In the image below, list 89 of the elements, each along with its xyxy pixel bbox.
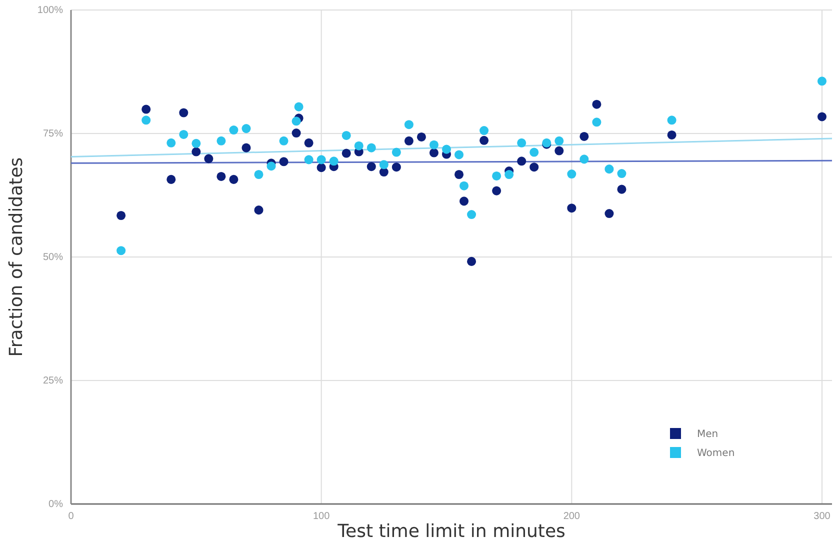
point <box>554 146 564 156</box>
point <box>242 124 251 134</box>
y-tick-label: 50% <box>42 252 64 264</box>
point <box>229 126 238 135</box>
point <box>179 108 188 118</box>
y-tick-label: 0% <box>48 499 64 510</box>
point <box>429 140 438 150</box>
point <box>292 116 301 126</box>
point <box>460 181 469 190</box>
point <box>604 209 614 218</box>
point <box>242 143 251 152</box>
point <box>460 196 469 206</box>
y-tick-label: 75% <box>42 128 64 140</box>
point <box>467 210 476 220</box>
point <box>667 130 676 140</box>
point <box>179 130 188 139</box>
point <box>467 256 476 266</box>
point <box>392 148 401 157</box>
point <box>316 155 326 164</box>
x-tick-label: 0 <box>68 511 74 522</box>
point <box>204 154 214 164</box>
x-tick-label: 100 <box>312 511 330 522</box>
point <box>316 163 326 172</box>
point <box>492 171 502 180</box>
point <box>480 126 489 136</box>
point <box>166 138 176 148</box>
point <box>667 116 676 125</box>
point <box>366 162 376 172</box>
point <box>192 147 201 156</box>
point <box>404 120 414 130</box>
point <box>404 136 414 146</box>
x-axis-title: Test time limit in minutes <box>336 521 566 541</box>
point <box>166 174 176 184</box>
point <box>254 170 264 180</box>
point <box>379 168 388 177</box>
legend-label: Men <box>697 429 718 440</box>
point <box>116 211 126 220</box>
point <box>817 76 826 86</box>
point <box>279 136 288 146</box>
point <box>142 116 151 125</box>
point <box>292 128 301 138</box>
point <box>416 132 426 142</box>
point <box>817 112 826 122</box>
point <box>379 160 388 170</box>
point <box>342 130 351 140</box>
point <box>580 132 589 141</box>
y-tick-label: 100% <box>37 5 64 16</box>
point <box>304 138 314 148</box>
point <box>329 156 338 166</box>
y-axis-title: Fraction of candidates <box>6 157 27 357</box>
legend-label: Women <box>697 448 735 459</box>
point <box>530 162 539 172</box>
point <box>567 170 576 179</box>
point <box>454 150 464 160</box>
point <box>554 136 564 146</box>
point <box>517 156 526 166</box>
point <box>294 102 304 112</box>
point <box>517 138 526 148</box>
point <box>454 170 464 180</box>
point <box>480 136 489 145</box>
point <box>366 143 376 152</box>
point <box>279 157 288 166</box>
point <box>354 141 364 150</box>
point <box>492 186 502 196</box>
point <box>580 154 589 164</box>
point <box>216 172 226 181</box>
point <box>429 148 438 158</box>
point <box>530 148 539 157</box>
point <box>266 162 276 171</box>
x-tick-label: 200 <box>563 511 580 522</box>
point <box>392 162 401 172</box>
point <box>116 246 126 256</box>
point <box>229 174 238 184</box>
point <box>617 184 626 194</box>
point <box>567 204 576 213</box>
point <box>304 155 314 164</box>
point <box>604 164 614 174</box>
point <box>142 104 151 114</box>
point <box>442 144 452 154</box>
point <box>617 169 626 178</box>
point <box>592 118 602 127</box>
point <box>592 100 602 109</box>
point <box>254 206 264 215</box>
point <box>192 138 201 148</box>
point <box>216 136 226 146</box>
x-tick-label: 300 <box>814 511 831 522</box>
point <box>342 148 351 158</box>
point <box>504 170 514 180</box>
y-tick-label: 25% <box>42 376 64 387</box>
